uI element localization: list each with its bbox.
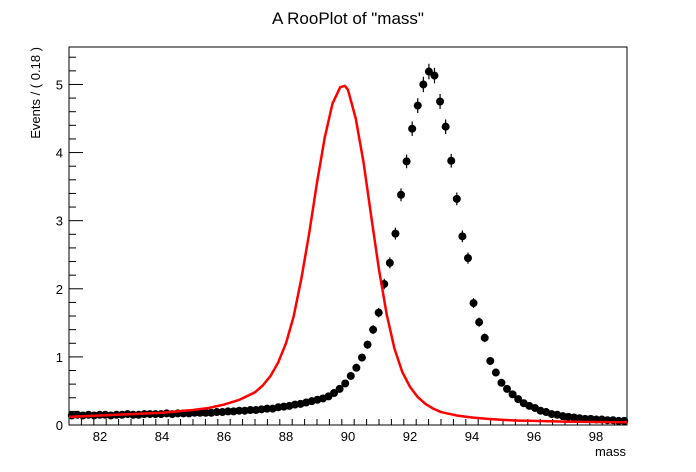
data-point bbox=[481, 334, 489, 343]
data-point bbox=[492, 369, 500, 377]
data-point bbox=[391, 228, 399, 240]
data-point bbox=[375, 308, 383, 318]
data-point bbox=[464, 253, 472, 264]
axis-ticks bbox=[69, 57, 627, 425]
data-point bbox=[403, 155, 411, 169]
data-point bbox=[436, 94, 444, 109]
data-point bbox=[453, 192, 461, 205]
x-tick-label: 90 bbox=[341, 429, 355, 444]
y-tick-label: 5 bbox=[56, 77, 63, 92]
x-tick-label: 84 bbox=[155, 429, 169, 444]
x-tick-label: 98 bbox=[589, 429, 603, 444]
x-tick-label: 92 bbox=[403, 429, 417, 444]
data-points bbox=[68, 64, 628, 425]
data-point bbox=[341, 379, 349, 387]
data-point bbox=[497, 379, 505, 387]
y-axis-title: Events / ( 0.18 ) bbox=[28, 47, 43, 139]
x-tick-label: 82 bbox=[93, 429, 107, 444]
data-point bbox=[397, 188, 405, 201]
data-point bbox=[386, 257, 394, 268]
data-point bbox=[369, 325, 377, 334]
data-point bbox=[470, 298, 478, 308]
chart-title: A RooPlot of "mass" bbox=[272, 9, 424, 28]
y-tick-label: 3 bbox=[56, 214, 63, 229]
x-tick-label: 88 bbox=[279, 429, 293, 444]
data-point bbox=[408, 122, 416, 136]
y-tick-label: 4 bbox=[56, 146, 63, 161]
data-point bbox=[364, 340, 372, 348]
y-tick-label: 0 bbox=[56, 418, 63, 433]
x-axis-title: mass bbox=[595, 444, 627, 459]
data-point bbox=[620, 417, 628, 425]
x-tick-label: 94 bbox=[465, 429, 479, 444]
fit-curve bbox=[69, 86, 627, 422]
x-tick-label: 86 bbox=[217, 429, 231, 444]
y-tick-label: 2 bbox=[56, 282, 63, 297]
data-point bbox=[475, 318, 483, 327]
data-point bbox=[347, 372, 355, 380]
data-point bbox=[352, 364, 360, 372]
x-tick-label: 96 bbox=[527, 429, 541, 444]
data-point bbox=[419, 77, 427, 92]
axis-tick-labels: 82 84 86 88 90 92 94 96 98 0 1 2 3 4 5 bbox=[56, 77, 603, 444]
data-point bbox=[442, 119, 450, 133]
data-point bbox=[414, 98, 422, 113]
data-point bbox=[458, 230, 466, 242]
y-tick-label: 1 bbox=[56, 350, 63, 365]
data-point bbox=[486, 357, 494, 365]
plot-frame bbox=[69, 47, 627, 425]
data-point bbox=[358, 354, 366, 362]
data-point bbox=[447, 154, 455, 168]
